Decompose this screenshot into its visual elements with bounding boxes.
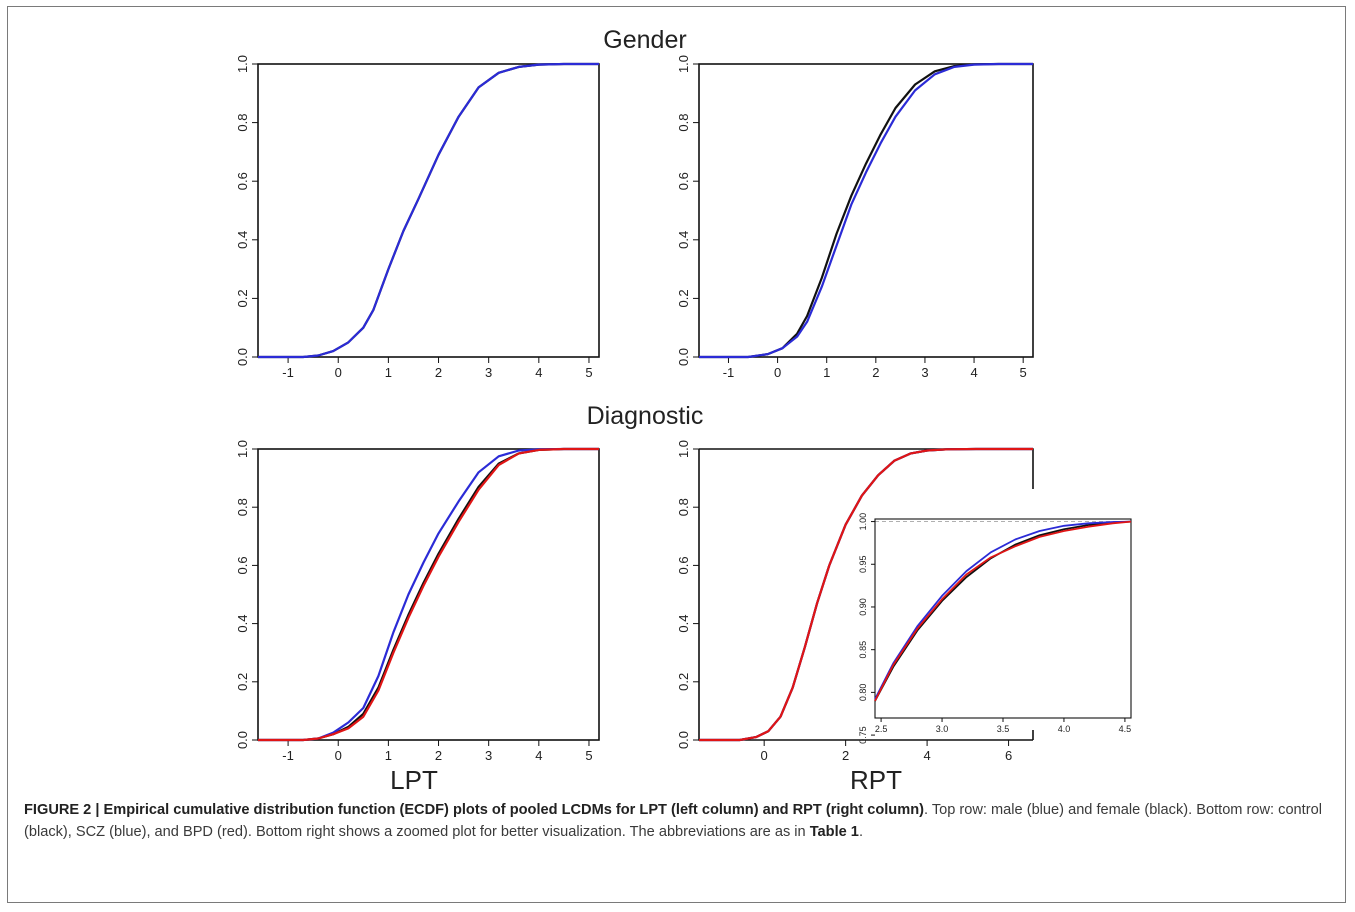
y-tick-label: 0.8 [235,498,250,516]
caption-end: . [858,824,863,840]
y-tick-label: 0.6 [676,556,691,574]
caption-table-ref[interactable]: Table 1 [809,824,859,840]
x-tick-label: 0 [761,748,768,763]
x-tick-label: 5 [585,365,592,380]
y-tick-label: 0.4 [235,615,250,633]
y-tick-label: 1.0 [235,55,250,73]
series-line-blue [699,62,1033,359]
series-line-black [258,447,599,742]
column-label-lpt: LPT [390,765,438,790]
chart-gender-rpt: -1 0 1 2 3 4 5 0.0 0.2 0.4 0.6 0.8 1.0 [676,55,1034,380]
x-tick-label: 3 [485,748,492,763]
y-tick-label: 0.0 [235,348,250,366]
y-tick-label: 0.75 [858,726,868,744]
x-tick-label: 1 [385,748,392,763]
y-tick-label: 0.6 [235,172,250,190]
plot-frame [257,448,600,741]
chart-diagnostic-rpt-zoom: 2.5 3.0 3.5 4.0 4.5 0.75 0.80 0.85 0.90 0.95 1.00 [858,513,1132,744]
caption-label: FIGURE 2 | Empirical cumulative distribu… [24,802,924,818]
x-tick-label: 2 [435,748,442,763]
x-tick-label: -1 [282,365,294,380]
x-tick-label: 2.5 [875,724,888,734]
x-tick-label: 4 [970,365,977,380]
y-tick-label: 0.4 [235,231,250,249]
y-tick-label: 0.4 [676,231,691,249]
x-tick-label: -1 [282,748,294,763]
column-label-rpt: RPT [850,765,902,790]
y-tick-label: 1.0 [676,55,691,73]
y-tick-label: 0.0 [676,731,691,749]
y-tick-label: 0.8 [235,114,250,132]
x-tick-label: 3 [921,365,928,380]
x-tick-label: 0 [774,365,781,380]
x-tick-label: 4 [535,748,542,763]
x-tick-label: 0 [335,748,342,763]
y-tick-label: 0.0 [235,731,250,749]
y-tick-label: 0.2 [235,673,250,691]
x-tick-label: 1 [823,365,830,380]
series-line-blue [258,447,599,742]
series-line-blue [258,62,599,359]
chart-diagnostic-lpt: -1 0 1 2 3 4 5 0.0 0.2 0.4 0.6 0.8 1.0 [235,440,600,763]
y-tick-label: 0.90 [858,598,868,616]
y-tick-label: 0.4 [676,615,691,633]
y-tick-label: 0.2 [676,673,691,691]
x-tick-label: 3.0 [936,724,949,734]
inset-background [875,519,1131,718]
series-line-black [699,62,1033,359]
x-tick-label: 3 [485,365,492,380]
x-tick-label: 4.5 [1119,724,1132,734]
y-tick-label: 0.0 [676,348,691,366]
figure-caption: FIGURE 2 | Empirical cumulative distribu… [24,799,1342,843]
series-line-red [874,520,1132,702]
x-tick-label: 2 [842,748,849,763]
series-line-red [699,447,1033,742]
x-tick-label: 5 [585,748,592,763]
y-tick-label: 0.8 [676,498,691,516]
x-tick-label: 6 [1005,748,1012,763]
y-tick-label: 0.80 [858,684,868,702]
caption-text: . Top row: male (blue) and female (black… [24,802,1322,840]
x-tick-label: 3.5 [997,724,1010,734]
plot-frame [698,63,1034,358]
y-tick-label: 0.6 [676,172,691,190]
y-tick-label: 1.0 [676,440,691,458]
y-tick-label: 0.2 [235,289,250,307]
y-tick-label: 1.00 [858,513,868,531]
row-title-gender: Gender [603,26,686,54]
y-tick-label: 1.0 [235,440,250,458]
y-tick-label: 0.95 [858,556,868,574]
x-tick-label: 2 [435,365,442,380]
series-line-black [258,62,599,359]
row-title-diagnostic: Diagnostic [587,402,704,430]
figure-canvas: Gender Diagnostic LPT RPT -1 0 1 2 3 4 5 0.0 0.2… [235,26,1132,790]
x-tick-label: 1 [385,365,392,380]
y-tick-label: 0.2 [676,289,691,307]
x-tick-label: 4 [923,748,930,763]
x-tick-label: 2 [872,365,879,380]
x-tick-label: 4.0 [1058,724,1071,734]
series-line-blue [874,520,1132,700]
chart-gender-lpt: -1 0 1 2 3 4 5 0.0 0.2 0.4 0.6 0.8 1.0 [235,55,600,380]
x-tick-label: 5 [1020,365,1027,380]
x-tick-label: 0 [335,365,342,380]
series-line-red [258,447,599,742]
chart-diagnostic-rpt: 0 2 4 6 0.0 0.2 0.4 0.6 0.8 1.0 [676,440,1034,763]
x-tick-label: -1 [723,365,735,380]
plot-frame [257,63,600,358]
y-tick-label: 0.6 [235,556,250,574]
y-tick-label: 0.8 [676,114,691,132]
y-tick-label: 0.85 [858,641,868,659]
figure-frame [7,6,1346,903]
x-tick-label: 4 [535,365,542,380]
